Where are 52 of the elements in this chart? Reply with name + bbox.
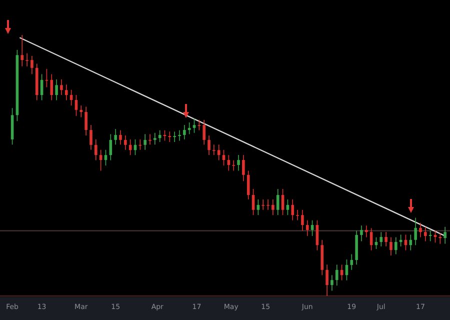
- candlestick: [90, 124, 92, 150]
- candlestick: [208, 135, 210, 156]
- candlestick: [390, 236, 392, 256]
- candlestick: [276, 188, 280, 216]
- candlestick: [144, 134, 146, 150]
- candlestick: [272, 199, 274, 216]
- candlestick: [26, 52, 28, 67]
- candlestick: [330, 274, 334, 292]
- candlestick: [306, 220, 309, 236]
- candlestick: [301, 209, 304, 232]
- candlestick: [212, 144, 216, 156]
- candlestick: [232, 160, 236, 172]
- candlestick: [281, 188, 284, 216]
- candlestick: [350, 254, 354, 270]
- candlestick: [94, 139, 98, 161]
- candlestick: [198, 119, 201, 131]
- candlestick: [242, 154, 245, 182]
- candlestick: [217, 144, 220, 161]
- candlestick: [202, 119, 206, 146]
- candlestick: [114, 128, 117, 146]
- candlestick: [192, 118, 196, 134]
- candlestick: [424, 226, 427, 242]
- candlestick: [20, 35, 24, 67]
- candlestick: [64, 84, 68, 101]
- candlestick: [74, 94, 78, 116]
- candlestick: [246, 170, 250, 200]
- candlestick: [124, 135, 127, 150]
- candlestick: [119, 130, 122, 146]
- candlestick: [173, 131, 176, 142]
- candlestick: [380, 232, 383, 247]
- candlestick: [414, 217, 417, 246]
- candlestick: [60, 78, 63, 96]
- candlestick: [183, 124, 186, 140]
- candlestick: [30, 55, 34, 75]
- candlestick: [384, 232, 388, 247]
- candlestick: [237, 154, 240, 172]
- candlestick: [394, 236, 398, 255]
- candlestick: [296, 209, 299, 221]
- candlestick: [326, 264, 328, 296]
- candlestick: [84, 106, 88, 136]
- candlestick: [252, 188, 255, 216]
- candlestick: [50, 74, 54, 101]
- candlestick: [55, 78, 58, 101]
- candlestick: [80, 105, 83, 118]
- candlestick: [154, 132, 156, 146]
- candlestick: [335, 264, 338, 286]
- candlestick: [364, 225, 368, 238]
- candlestick: [419, 222, 422, 238]
- candlestick: [291, 199, 294, 221]
- candlestick: [178, 130, 181, 142]
- candlestick: [444, 226, 446, 244]
- candlestick: [360, 225, 363, 242]
